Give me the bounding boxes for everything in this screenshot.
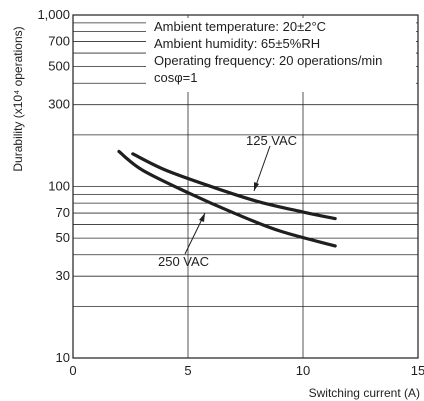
series-label-250-vac-text: 250 VAC bbox=[158, 254, 209, 269]
x-axis-label: Switching current (A) bbox=[309, 386, 420, 400]
y-tick-label: 100 bbox=[48, 179, 70, 194]
y-tick-label: 30 bbox=[56, 268, 70, 283]
condition-text: Ambient humidity: 65±5%RH bbox=[154, 36, 320, 51]
series-label-250-vac-arrowhead bbox=[199, 213, 205, 222]
y-tick-label: 700 bbox=[48, 34, 70, 49]
series-label-125-vac-text: 125 VAC bbox=[246, 133, 297, 148]
y-tick-label: 50 bbox=[56, 230, 70, 245]
x-tick-label: 5 bbox=[184, 363, 191, 378]
condition-text: cosφ=1 bbox=[154, 70, 197, 85]
condition-text: Operating frequency: 20 operations/min bbox=[154, 53, 382, 68]
conditions-box: Ambient temperature: 20±2°C Ambient humid… bbox=[146, 18, 416, 92]
x-tick-label: 15 bbox=[411, 363, 424, 378]
tick-layer: 0 5 10 15 10 30 50 70 100 300 500 700 1,000 bbox=[37, 7, 424, 378]
conditions-background bbox=[146, 18, 416, 92]
series-label-250-vac: 250 VAC bbox=[158, 212, 209, 269]
y-tick-label: 70 bbox=[56, 205, 70, 220]
y-tick-label: 10 bbox=[56, 350, 70, 365]
y-axis-label: Durability (x10⁴ operations) bbox=[11, 26, 25, 171]
curve-layer bbox=[117, 149, 337, 248]
y-tick-label: 500 bbox=[48, 59, 70, 74]
series-line-125-vac bbox=[131, 152, 337, 221]
condition-text: Ambient temperature: 20±2°C bbox=[154, 19, 326, 34]
y-tick-label: 300 bbox=[48, 97, 70, 112]
series-label-125-vac: 125 VAC bbox=[246, 133, 297, 192]
series-label-125-vac-arrowhead bbox=[254, 182, 259, 191]
y-tick-label: 1,000 bbox=[37, 7, 70, 22]
x-tick-label: 0 bbox=[69, 363, 76, 378]
series-line-250-vac bbox=[117, 149, 337, 248]
x-tick-label: 10 bbox=[296, 363, 310, 378]
